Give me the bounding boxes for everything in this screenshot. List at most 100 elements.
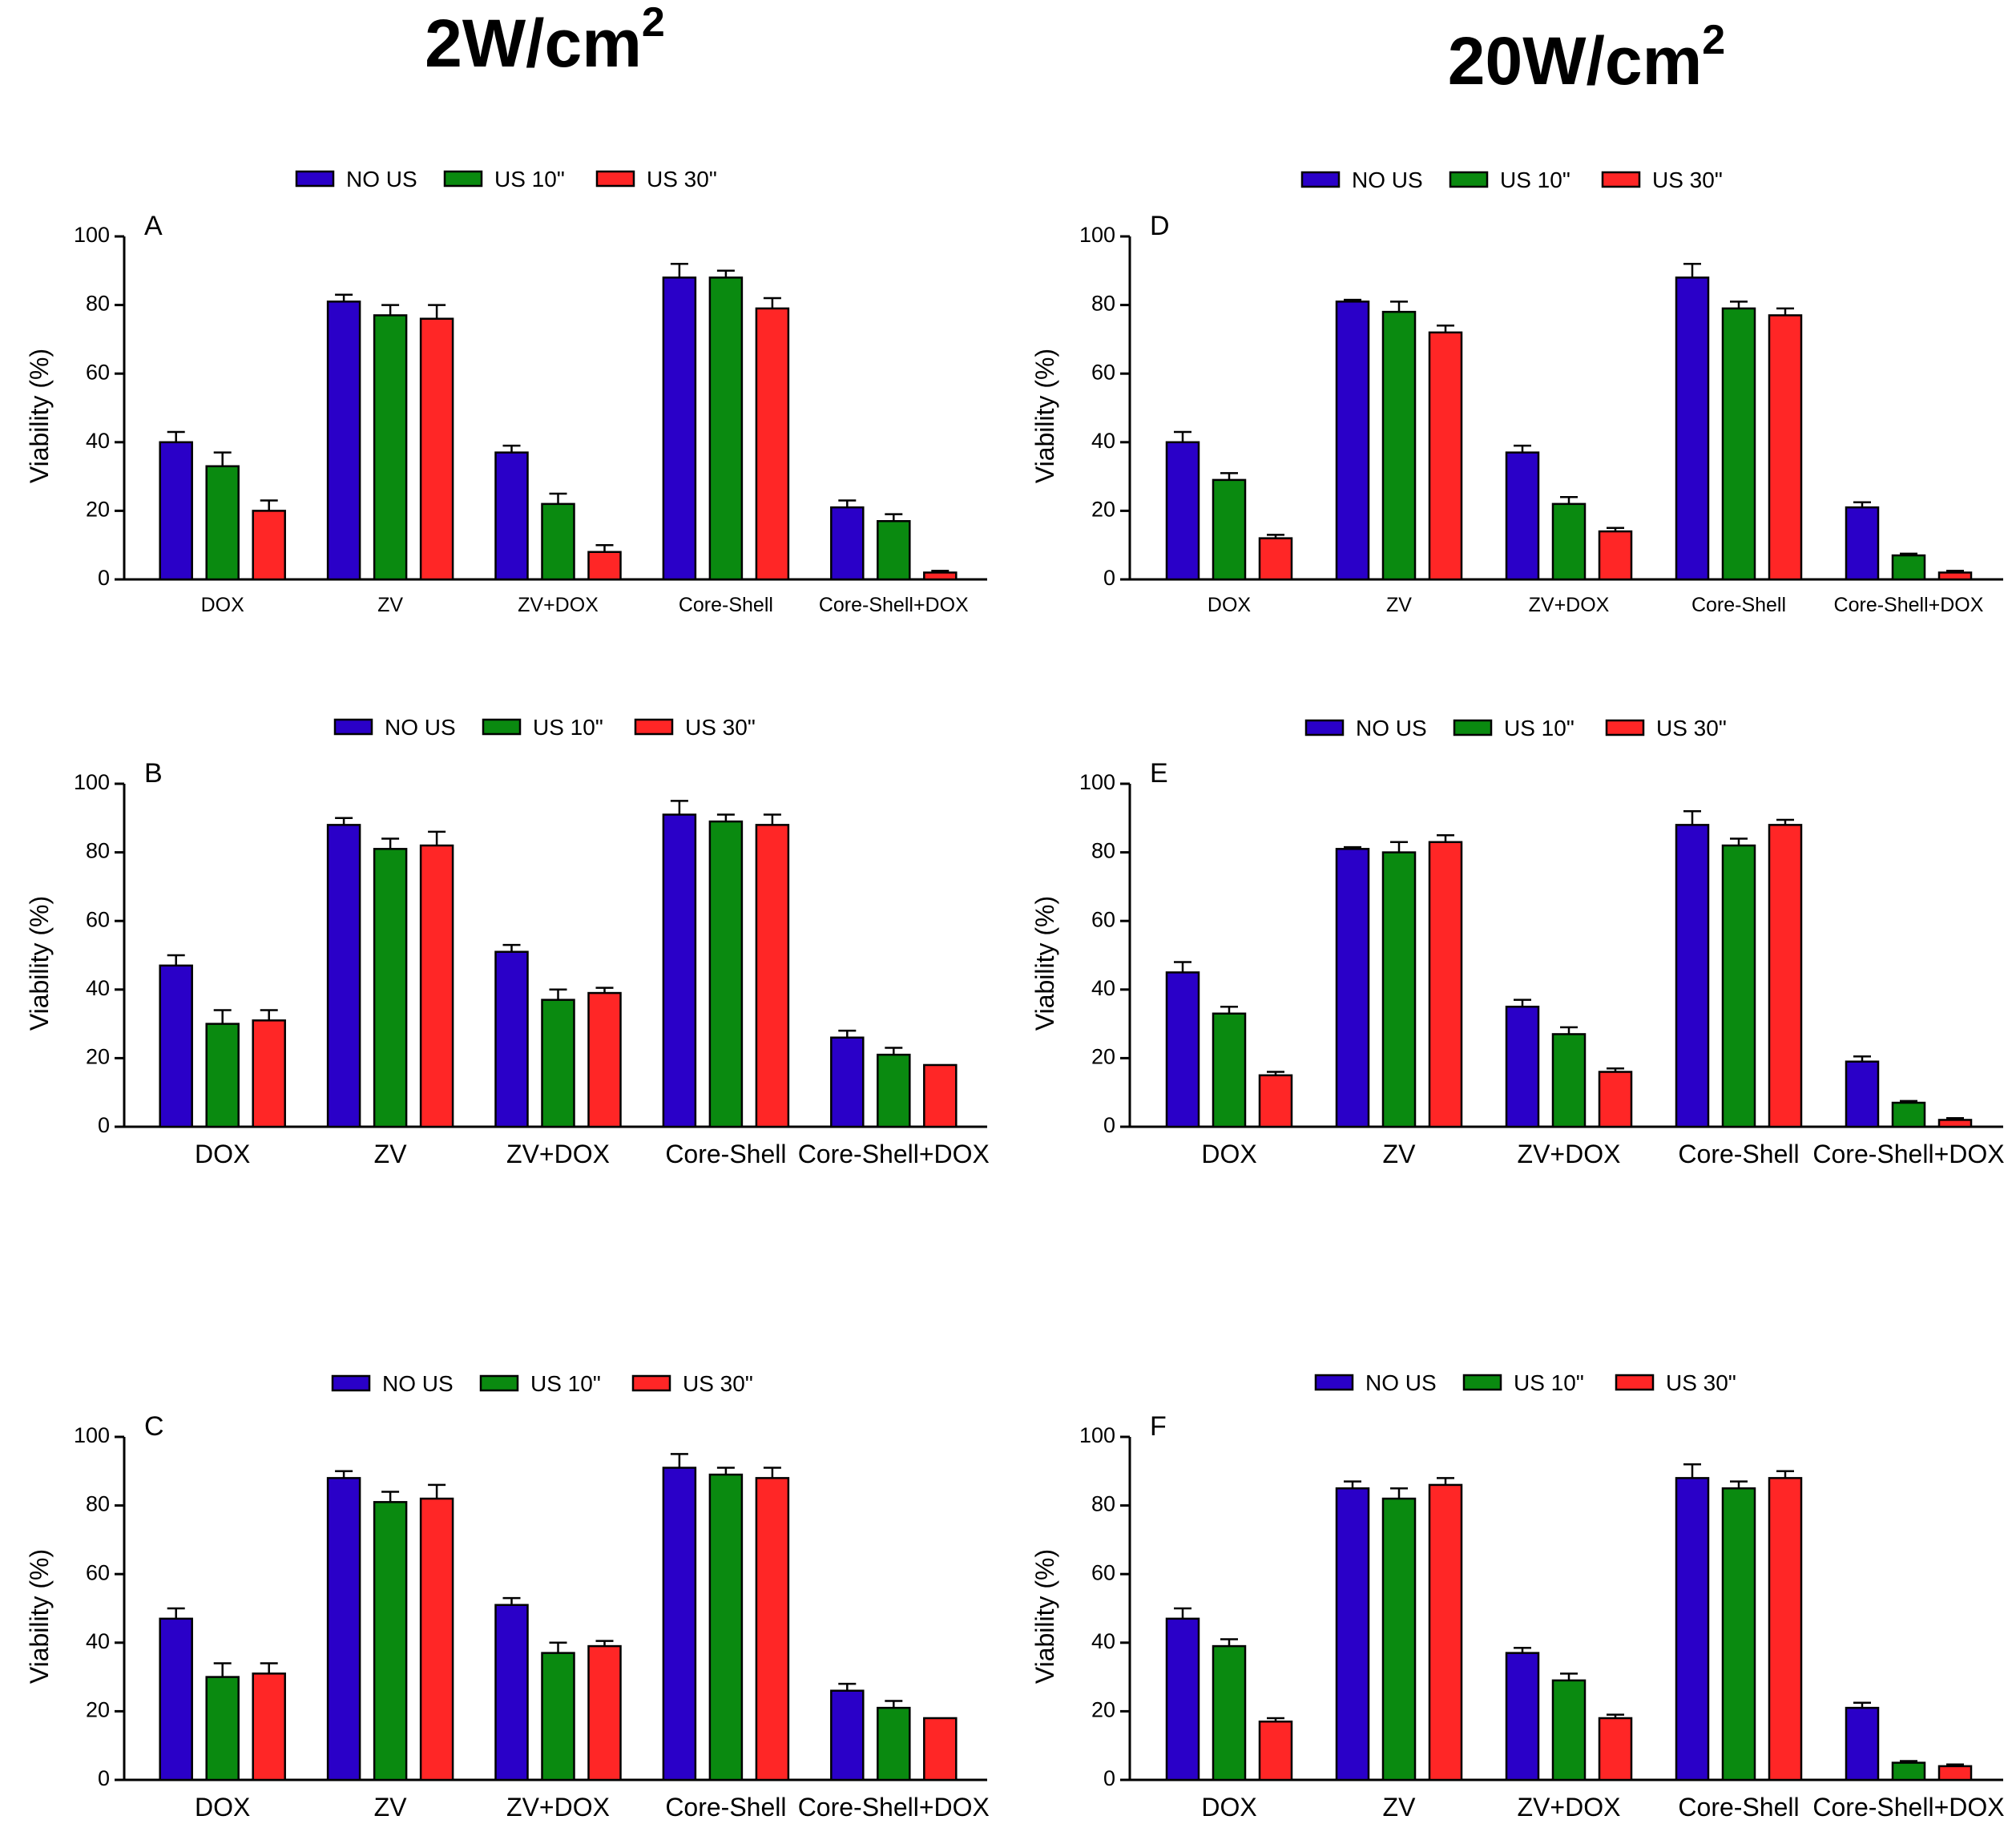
bar: [877, 519, 911, 581]
bar: [662, 276, 697, 581]
bar: [1165, 1617, 1200, 1781]
x-tick-label: DOX: [1201, 1793, 1256, 1822]
bar: [1675, 1477, 1710, 1781]
panel-a-chart: NO US US 10" US 30" A 0 20 40 60 80 100 Viability …: [25, 167, 987, 616]
legend-swatch-1: [443, 170, 483, 188]
bar: [541, 999, 575, 1128]
bar: [494, 451, 529, 581]
legend-swatch-1: [1449, 171, 1489, 188]
bar: [1551, 1033, 1587, 1128]
bar: [708, 276, 744, 581]
legend-label-0: NO US: [1356, 716, 1427, 740]
x-tick-label: DOX: [195, 1793, 250, 1822]
y-tick-label: 80: [86, 839, 110, 863]
bar: [1675, 276, 1710, 581]
legend-swatch-2: [1601, 171, 1641, 188]
bar: [1212, 478, 1247, 581]
bar: [1335, 848, 1370, 1128]
x-tick-label: Core-Shell+DOX: [1834, 594, 1984, 616]
y-tick-label: 80: [1091, 1492, 1115, 1516]
y-tick-label: 100: [1079, 770, 1115, 794]
column-title-left: 2W/cm2: [425, 0, 665, 81]
legend-label-0: NO US: [346, 167, 417, 192]
x-tick-label: ZV+DOX: [1529, 594, 1610, 616]
bar: [326, 301, 361, 581]
legend-swatch-0: [331, 1374, 371, 1392]
bar: [252, 1019, 286, 1128]
y-tick-label: 80: [86, 292, 110, 316]
x-tick-label: ZV: [377, 594, 403, 616]
legend-swatch-2: [595, 170, 635, 188]
x-tick-label: Core-Shell: [679, 594, 773, 616]
legend-label-2: US 30": [685, 715, 756, 740]
bar: [1505, 451, 1540, 581]
x-tick-label: Core-Shell+DOX: [1812, 1140, 2004, 1168]
y-tick-label: 100: [1079, 1423, 1115, 1447]
bar: [1428, 1483, 1463, 1781]
bar: [252, 1672, 286, 1781]
bar: [1258, 1720, 1293, 1781]
legend-swatch-0: [1304, 719, 1345, 736]
y-axis-label: Viability (%): [1030, 1549, 1059, 1684]
x-tick-label: ZV: [374, 1140, 408, 1168]
y-tick-label: 40: [86, 429, 110, 453]
bar: [419, 844, 454, 1128]
bar: [373, 1501, 408, 1781]
panel-letter: C: [144, 1411, 164, 1442]
x-tick-label: Core-Shell+DOX: [1812, 1793, 2004, 1822]
bar: [252, 510, 286, 581]
y-tick-label: 40: [1091, 976, 1115, 1000]
panel-e-chart: NO US US 10" US 30" E 0 20 40 60 80 100 Viability …: [1030, 716, 2005, 1168]
y-tick-label: 80: [86, 1492, 110, 1516]
panel-b-chart: NO US US 10" US 30" B 0 20 40 60 80 100 Viability …: [25, 715, 990, 1168]
bar: [877, 1706, 911, 1781]
legend-label-0: NO US: [1365, 1370, 1437, 1395]
legend-swatch-0: [333, 718, 373, 736]
bar: [1891, 1761, 1926, 1781]
bar: [1505, 1005, 1540, 1128]
y-tick-label: 40: [1091, 1629, 1115, 1653]
bar: [494, 1604, 529, 1781]
bar: [1768, 1477, 1803, 1781]
bar: [1335, 1487, 1370, 1781]
y-tick-label: 0: [98, 1766, 110, 1790]
bar: [830, 1036, 865, 1128]
y-tick-label: 40: [1091, 429, 1115, 453]
bar: [541, 502, 575, 581]
bar: [1381, 1497, 1417, 1781]
y-tick-label: 20: [1091, 1045, 1115, 1069]
legend-swatch-2: [1615, 1374, 1655, 1391]
bar: [205, 1676, 240, 1781]
panel-letter: F: [1150, 1411, 1167, 1442]
x-tick-label: ZV: [374, 1793, 408, 1822]
bar: [923, 1063, 958, 1128]
legend-label-2: US 30": [1656, 716, 1727, 740]
bar: [1598, 1717, 1633, 1781]
x-tick-label: ZV: [1383, 1140, 1417, 1168]
legend-label-2: US 30": [647, 167, 717, 192]
bar: [1891, 554, 1926, 581]
panel-c-chart: NO US US 10" US 30" C 0 20 40 60 80 100 Viability …: [25, 1371, 990, 1822]
x-tick-label: DOX: [1208, 594, 1252, 616]
x-tick-label: Core-Shell: [665, 1140, 786, 1168]
legend-label-0: NO US: [385, 715, 456, 740]
y-tick-label: 60: [1091, 1560, 1115, 1584]
bar: [1381, 310, 1417, 581]
bar: [1505, 1652, 1540, 1781]
bar: [1845, 1706, 1880, 1781]
legend-swatch-1: [1453, 719, 1493, 736]
legend-label-1: US 10": [533, 715, 603, 740]
legend-swatch-2: [631, 1374, 671, 1392]
bar: [755, 824, 790, 1128]
bar: [419, 1497, 454, 1781]
legend-label-1: US 10": [1504, 716, 1574, 740]
bar: [205, 1023, 240, 1128]
bar: [1428, 331, 1463, 581]
y-tick-label: 40: [86, 976, 110, 1000]
bar: [1721, 844, 1756, 1128]
column-title-right: 20W/cm2: [1447, 17, 1726, 99]
bar: [587, 1644, 622, 1781]
bar: [326, 1477, 361, 1781]
panel-d-chart: NO US US 10" US 30" D 0 20 40 60 80 100 Viability …: [1030, 167, 2003, 616]
bar: [1937, 571, 1973, 581]
